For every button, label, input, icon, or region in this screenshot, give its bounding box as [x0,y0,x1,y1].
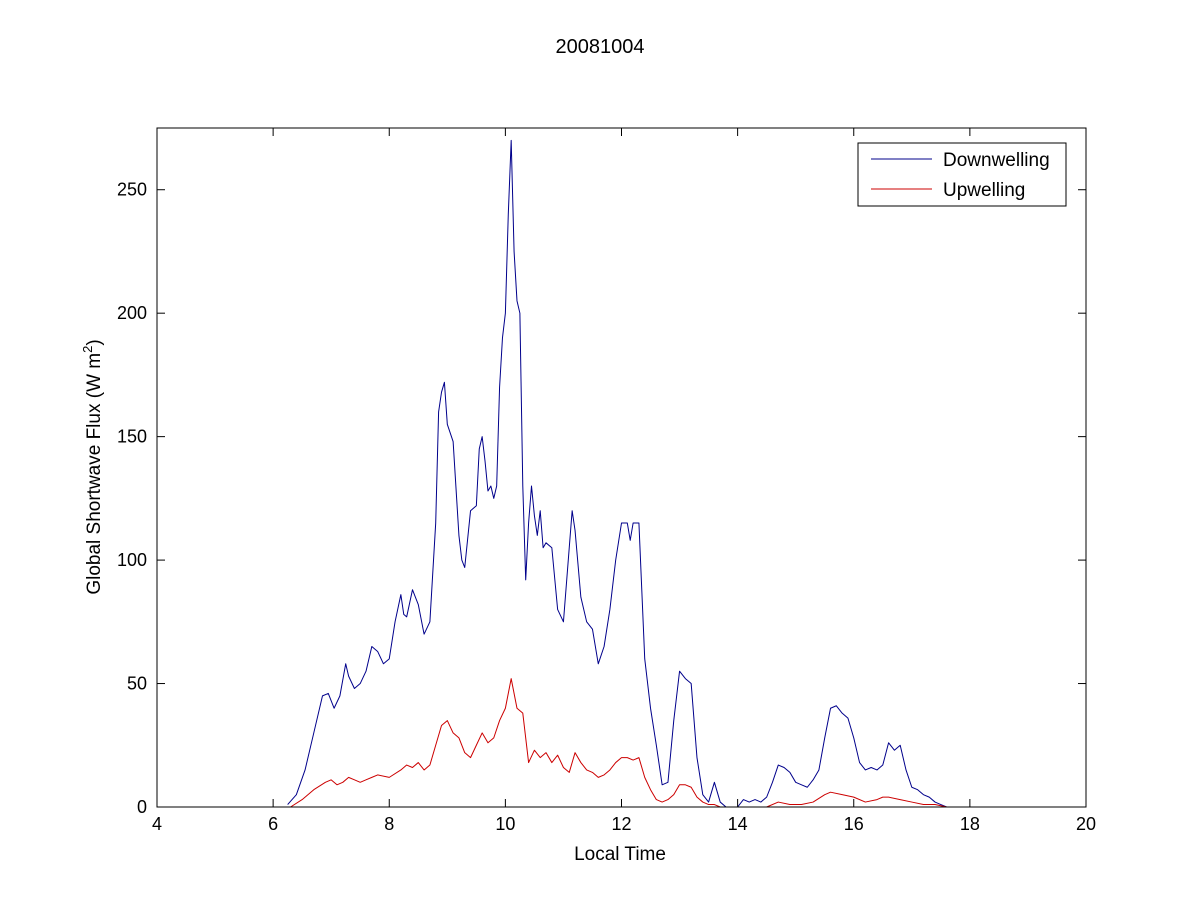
x-tick-label: 18 [960,814,980,834]
x-tick-label: 16 [844,814,864,834]
y-tick-label: 150 [117,427,147,447]
y-axis-label: Global Shortwave Flux (W m2) [80,339,105,594]
x-tick-label: 10 [495,814,515,834]
x-axis-label: Local Time [574,844,666,865]
y-tick-label: 100 [117,550,147,570]
legend-label-downwelling: Downwelling [943,150,1050,171]
x-tick-label: 12 [611,814,631,834]
y-tick-label: 50 [127,674,147,694]
x-tick-label: 20 [1076,814,1096,834]
y-axis-label-end: ) [84,339,105,345]
x-tick-label: 8 [384,814,394,834]
legend-label-upwelling: Upwelling [943,180,1025,201]
y-tick-label: 250 [117,180,147,200]
y-axis-label-main: Global Shortwave Flux (W m [84,353,105,595]
x-tick-label: 14 [728,814,748,834]
x-tick-label: 6 [268,814,278,834]
x-tick-label: 4 [152,814,162,834]
y-tick-label: 0 [137,797,147,817]
y-tick-label: 200 [117,303,147,323]
legend: Downwelling Upwelling [857,142,1067,207]
chart-title: 20081004 [556,36,645,58]
plot-area [157,128,1086,807]
legend-box [857,142,1067,207]
y-axis-label-superscript: 2 [80,346,95,353]
